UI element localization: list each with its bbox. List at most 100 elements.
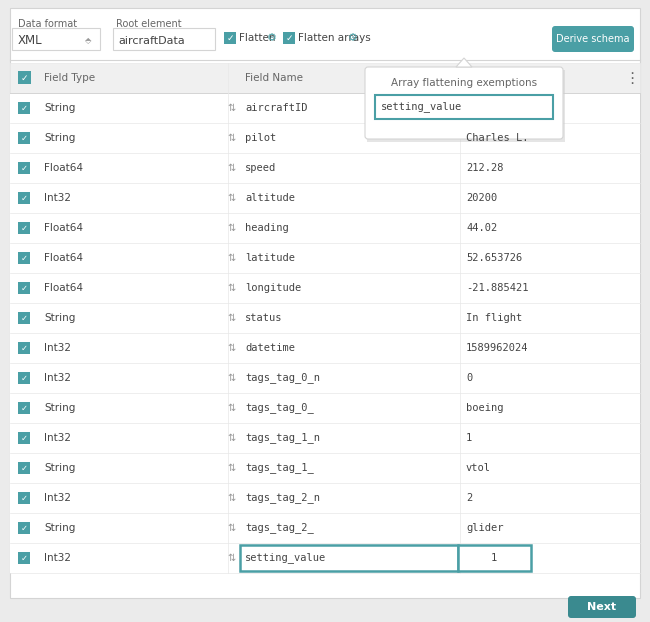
Bar	[18, 162, 30, 174]
Text: Int32: Int32	[44, 493, 71, 503]
Bar	[367, 70, 565, 142]
Text: ⇅: ⇅	[228, 133, 236, 143]
Text: ✓: ✓	[21, 434, 27, 442]
Text: ⇅: ⇅	[228, 553, 236, 563]
Bar	[18, 522, 30, 534]
Text: 1589962024: 1589962024	[466, 343, 528, 353]
Bar	[18, 462, 30, 474]
Bar	[10, 333, 640, 363]
Bar	[113, 28, 215, 50]
Text: Float64: Float64	[44, 283, 83, 293]
Bar	[10, 63, 640, 93]
Text: status: status	[245, 313, 283, 323]
Text: latitude: latitude	[245, 253, 295, 263]
Bar	[18, 372, 30, 384]
FancyBboxPatch shape	[365, 67, 563, 139]
Text: String: String	[44, 403, 75, 413]
Text: 1: 1	[466, 433, 473, 443]
Text: 44.02: 44.02	[466, 223, 497, 233]
Bar	[458, 545, 531, 571]
Text: ⇅: ⇅	[228, 523, 236, 533]
Text: heading: heading	[245, 223, 289, 233]
Text: Int32: Int32	[44, 433, 71, 443]
Text: Float64: Float64	[44, 253, 83, 263]
Bar	[283, 32, 295, 44]
Text: Next: Next	[588, 602, 617, 612]
Text: String: String	[44, 313, 75, 323]
Text: setting_value: setting_value	[381, 101, 462, 113]
Text: String: String	[44, 133, 75, 143]
Polygon shape	[456, 58, 472, 67]
Bar	[375, 95, 553, 119]
FancyBboxPatch shape	[552, 26, 634, 52]
Text: 1: 1	[491, 553, 497, 563]
Text: In flight: In flight	[466, 313, 522, 323]
Bar	[10, 153, 640, 183]
Bar	[10, 513, 640, 543]
Text: Field Name: Field Name	[245, 73, 303, 83]
Bar	[18, 252, 30, 264]
Text: Flatten: Flatten	[239, 33, 276, 43]
Text: ✓: ✓	[21, 223, 27, 233]
Text: ⬘: ⬘	[84, 37, 91, 45]
Text: ⇅: ⇅	[228, 223, 236, 233]
Text: ⇅: ⇅	[228, 433, 236, 443]
Bar	[10, 213, 640, 243]
Text: ⇅: ⇅	[228, 373, 236, 383]
Bar	[18, 492, 30, 504]
Text: ✓: ✓	[21, 373, 27, 383]
Text: ⇅: ⇅	[228, 493, 236, 503]
Text: boeing: boeing	[466, 403, 504, 413]
Text: ⇅: ⇅	[228, 253, 236, 263]
Bar	[10, 183, 640, 213]
Bar	[10, 543, 640, 573]
Bar	[18, 102, 30, 114]
Text: ✓: ✓	[285, 34, 293, 42]
Text: ✓: ✓	[21, 193, 27, 203]
Bar	[18, 132, 30, 144]
Bar	[18, 432, 30, 444]
Text: ✓: ✓	[21, 254, 27, 262]
Text: vtol: vtol	[466, 463, 491, 473]
Text: Int32: Int32	[44, 193, 71, 203]
Text: ✓: ✓	[21, 134, 27, 142]
Text: ⇅: ⇅	[228, 163, 236, 173]
Text: ⇅: ⇅	[228, 103, 236, 113]
Text: ✓: ✓	[21, 313, 27, 322]
Text: ✓: ✓	[21, 343, 27, 353]
Text: ✓: ✓	[226, 34, 234, 42]
Text: ⇅: ⇅	[228, 343, 236, 353]
Text: ✓: ✓	[21, 524, 27, 532]
Text: Flatten arrays: Flatten arrays	[298, 33, 370, 43]
Text: XML: XML	[18, 34, 43, 47]
Text: tags_tag_0_: tags_tag_0_	[245, 402, 314, 414]
Text: tags_tag_0_n: tags_tag_0_n	[245, 373, 320, 383]
Bar	[10, 483, 640, 513]
Text: ⇅: ⇅	[228, 313, 236, 323]
Text: 52.653726: 52.653726	[466, 253, 522, 263]
Bar	[18, 312, 30, 324]
Bar	[10, 243, 640, 273]
Text: ✓: ✓	[21, 493, 27, 503]
Text: pilot: pilot	[245, 133, 276, 143]
Bar	[18, 222, 30, 234]
Text: 0: 0	[466, 373, 473, 383]
Bar	[18, 342, 30, 354]
Bar	[10, 123, 640, 153]
Text: Float64: Float64	[44, 223, 83, 233]
Bar	[18, 552, 30, 564]
Bar	[10, 273, 640, 303]
Bar	[12, 28, 100, 50]
Bar	[224, 32, 236, 44]
Text: altitude: altitude	[245, 193, 295, 203]
Text: -21.885421: -21.885421	[466, 283, 528, 293]
Text: Root element: Root element	[116, 19, 181, 29]
Text: aircraftID: aircraftID	[245, 103, 307, 113]
Text: ✓: ✓	[21, 164, 27, 172]
Text: setting_value: setting_value	[245, 552, 326, 564]
Bar	[10, 423, 640, 453]
Text: ✓: ✓	[21, 103, 27, 113]
Text: 2: 2	[466, 493, 473, 503]
Text: ⇅: ⇅	[228, 403, 236, 413]
Text: ⇅: ⇅	[228, 463, 236, 473]
